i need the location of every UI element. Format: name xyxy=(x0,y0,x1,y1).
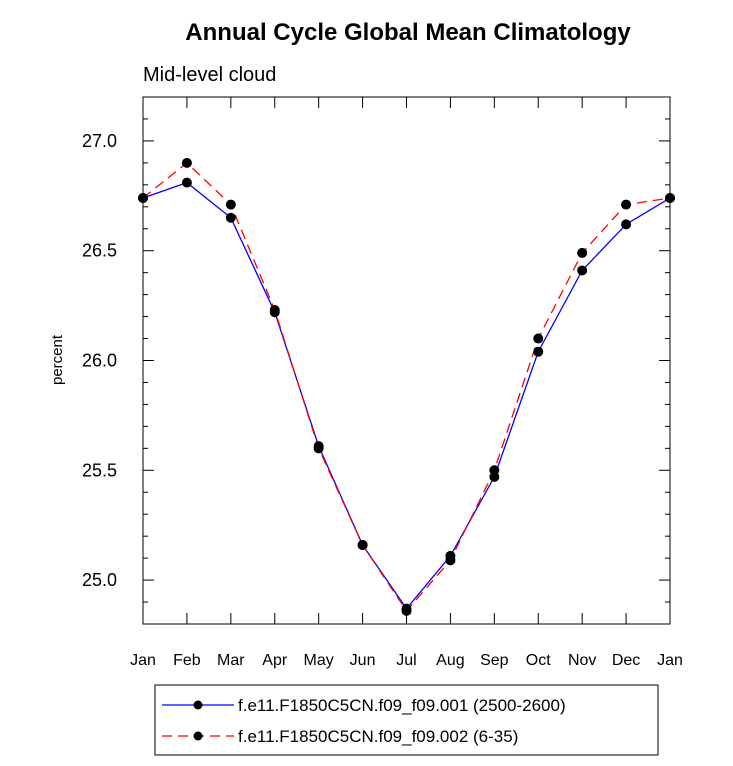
x-tick-label: Nov xyxy=(568,652,596,669)
x-tick-label: Jan xyxy=(657,652,683,669)
x-tick-label: Aug xyxy=(436,652,464,669)
x-tick-label: Jan xyxy=(130,652,156,669)
x-tick-label: Jun xyxy=(350,652,376,669)
x-tick-label: Dec xyxy=(612,652,640,669)
x-tick-label: Feb xyxy=(173,652,201,669)
series-line-1 xyxy=(142,181,671,610)
data-point-series-1 xyxy=(181,177,192,188)
legend: f.e11.F1850C5CN.f09_f09.001 (2500-2600) f… xyxy=(154,684,659,756)
data-point-series-2 xyxy=(621,199,632,210)
data-point-series-2 xyxy=(533,333,544,344)
x-tick-label: Oct xyxy=(526,652,551,669)
data-point-series-1 xyxy=(621,219,632,230)
data-point-series-2 xyxy=(357,539,368,550)
data-point-series-2 xyxy=(225,199,236,210)
legend-label: f.e11.F1850C5CN.f09_f09.001 (2500-2600) xyxy=(238,696,566,715)
y-tick-label: 25.5 xyxy=(82,460,117,480)
x-tick-label: Apr xyxy=(262,652,288,669)
legend-box xyxy=(154,684,659,756)
data-point-series-2 xyxy=(665,193,675,204)
data-point-series-2 xyxy=(445,555,456,566)
plot-frame xyxy=(142,96,671,625)
data-point-series-1 xyxy=(577,265,588,276)
x-tick-label: May xyxy=(304,652,334,669)
axes-layer: Jan Feb Mar Apr May Jun Jul Aug Sep Oct Nov Dec Jan 2… xyxy=(82,96,683,669)
series-line-2 xyxy=(142,162,671,612)
legend-marker xyxy=(193,700,203,710)
data-point-series-2 xyxy=(577,247,588,258)
data-point-series-2 xyxy=(313,443,324,454)
data-point-series-1 xyxy=(533,346,544,357)
x-tick-label: Mar xyxy=(217,652,245,669)
data-point-series-2 xyxy=(138,193,148,204)
y-tick-label: 26.0 xyxy=(82,351,117,371)
legend-marker xyxy=(193,731,203,741)
chart-subtitle: Mid-level cloud xyxy=(143,64,276,86)
data-point-series-1 xyxy=(225,212,236,223)
y-tick-label: 25.0 xyxy=(82,570,117,590)
x-tick-label: Sep xyxy=(480,652,509,669)
series-layer xyxy=(138,157,675,616)
y-tick-label: 26.5 xyxy=(82,241,117,261)
data-point-series-2 xyxy=(401,605,412,616)
y-axis-label: percent xyxy=(49,334,66,385)
x-tick-label: Jul xyxy=(396,652,416,669)
y-tick-label: 27.0 xyxy=(82,131,117,151)
data-point-series-2 xyxy=(489,465,500,476)
legend-label: f.e11.F1850C5CN.f09_f09.002 (6-35) xyxy=(238,727,518,746)
legend-items: f.e11.F1850C5CN.f09_f09.001 (2500-2600) f… xyxy=(162,696,566,746)
data-point-series-2 xyxy=(181,157,192,168)
data-point-series-2 xyxy=(269,304,280,315)
chart-title: Annual Cycle Global Mean Climatology xyxy=(185,19,631,46)
